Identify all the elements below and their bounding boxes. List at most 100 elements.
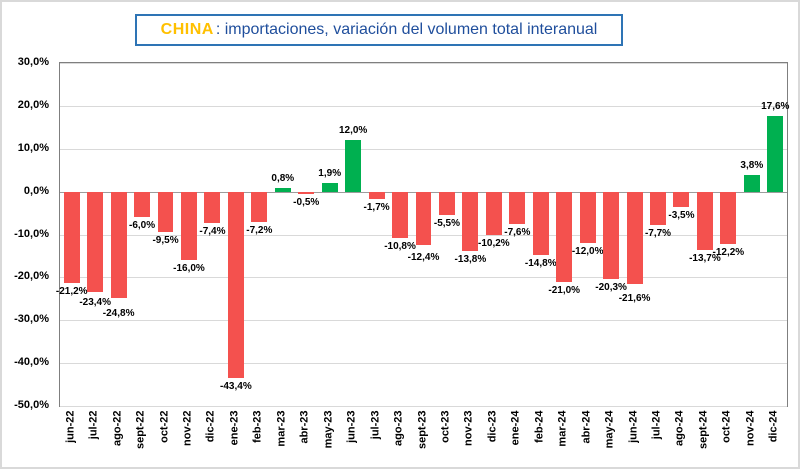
x-tick-label: nov-24 — [744, 410, 757, 446]
y-tick-label: 0,0% — [23, 184, 49, 197]
bar — [626, 191, 643, 285]
bar-label: -7,4% — [199, 226, 226, 238]
bar — [110, 191, 127, 298]
gridline — [60, 63, 787, 64]
bar-label: 1,9% — [318, 168, 342, 180]
bar-label: -7,7% — [644, 227, 672, 239]
bar-label: -12,0% — [571, 246, 604, 258]
bar-label: -9,5% — [152, 235, 179, 247]
bar-label: -7,2% — [246, 225, 273, 237]
y-tick-label: -20,0% — [14, 270, 49, 283]
bar-label: -21,6% — [618, 292, 651, 304]
x-tick-label: jun-22 — [64, 410, 77, 443]
bar — [556, 191, 573, 282]
bar-label: -21,2% — [55, 285, 88, 297]
bar-label: -10,2% — [478, 238, 510, 250]
y-tick-label: 30,0% — [17, 56, 49, 68]
bar-label: 12,0% — [338, 125, 368, 137]
x-tick-label: ago-24 — [673, 410, 686, 446]
bar-label: -5,5% — [433, 218, 460, 230]
bar — [321, 183, 338, 192]
y-tick-label: -50,0% — [14, 399, 49, 411]
bar-label: -1,7% — [363, 201, 390, 213]
bar — [720, 191, 737, 244]
bar-label: -13,7% — [689, 253, 721, 265]
y-tick-label: 20,0% — [17, 98, 49, 111]
x-tick-label: sept-22 — [134, 410, 147, 450]
title-country: CHINA — [160, 21, 214, 38]
x-tick-label: nov-23 — [462, 410, 475, 446]
bar — [696, 191, 713, 251]
bar — [392, 191, 408, 238]
bar — [227, 191, 244, 378]
x-tick-label: ago-22 — [111, 410, 124, 446]
gridline — [60, 148, 787, 150]
x-tick-label: mar-23 — [275, 410, 288, 447]
x-axis: jun-22 jul-22 ago-22 sept-22 oct-22 nov-22 dic… — [59, 408, 788, 470]
bar — [87, 191, 104, 292]
x-tick-label: feb-24 — [533, 410, 546, 443]
bar-label: -10,8% — [384, 240, 416, 252]
plot-area: -21,2% -23,4% -24,8% -6,0% -9,5% -16,0% -7,4% -… — [55, 62, 790, 407]
x-tick-label: mar-24 — [556, 410, 569, 447]
bar — [650, 191, 666, 225]
gridline — [60, 406, 787, 407]
y-tick-label: -30,0% — [14, 313, 49, 326]
x-tick-label: dic-23 — [486, 410, 499, 443]
bar-label: -12,2% — [712, 246, 745, 258]
x-tick-label: ene-24 — [509, 410, 522, 446]
bar-label: -6,0% — [129, 220, 156, 232]
bar-label: -21,0% — [548, 284, 581, 296]
y-tick-label: -40,0% — [14, 356, 49, 369]
bar — [579, 191, 596, 244]
bar — [462, 191, 479, 251]
x-tick-label: jul-23 — [369, 410, 382, 440]
bar — [485, 191, 502, 236]
x-tick-label: may-23 — [322, 410, 335, 449]
bar-label: -16,0% — [173, 263, 205, 275]
gridline — [60, 105, 787, 107]
x-tick-label: abr-23 — [298, 410, 311, 444]
bar — [532, 191, 549, 256]
bar — [134, 191, 151, 218]
bar — [181, 191, 197, 261]
x-tick-label: dic-22 — [204, 410, 217, 443]
bar-label: 3,8% — [740, 160, 764, 172]
x-tick-label: oct-24 — [720, 410, 733, 443]
bar — [63, 191, 80, 283]
bar-label: -0,5% — [293, 196, 320, 208]
gridline — [60, 320, 787, 322]
bar-label: -3,5% — [668, 209, 695, 221]
x-tick-label: oct-22 — [158, 410, 171, 443]
bar — [603, 191, 620, 279]
bar-label: -7,6% — [504, 227, 531, 239]
gridline — [60, 363, 787, 365]
chart-title: CHINA: importaciones, variación del volu… — [135, 14, 623, 46]
bar — [368, 191, 385, 199]
x-tick-label: jun-24 — [627, 410, 640, 443]
x-tick-label: dic-24 — [767, 410, 780, 443]
x-tick-label: ago-23 — [392, 410, 405, 446]
x-tick-label: feb-23 — [251, 410, 264, 443]
bar — [274, 188, 291, 192]
bar — [743, 175, 760, 192]
x-tick-label: jul-22 — [87, 410, 100, 440]
bar-label: -23,4% — [79, 296, 112, 308]
bar-label: 17,6% — [761, 101, 790, 113]
x-tick-label: nov-22 — [181, 410, 194, 446]
x-tick-label: abr-24 — [580, 410, 593, 444]
x-tick-label: jul-24 — [650, 410, 663, 440]
y-tick-label: 10,0% — [17, 141, 49, 154]
bar-label: -43,4% — [220, 380, 252, 392]
x-tick-label: may-24 — [603, 410, 616, 449]
x-tick-label: oct-23 — [439, 410, 452, 443]
bar-label: -13,8% — [454, 253, 487, 265]
bar — [673, 191, 690, 207]
x-tick-label: sept-23 — [416, 410, 428, 450]
y-axis: 30,0% 20,0% 10,0% 0,0% -10,0% -20,0% -30,0% -40… — [2, 56, 55, 411]
bar — [438, 191, 455, 216]
bar — [298, 191, 315, 194]
y-tick-label: -10,0% — [14, 227, 49, 240]
bar-label: -24,8% — [102, 307, 135, 319]
bar — [204, 191, 221, 224]
